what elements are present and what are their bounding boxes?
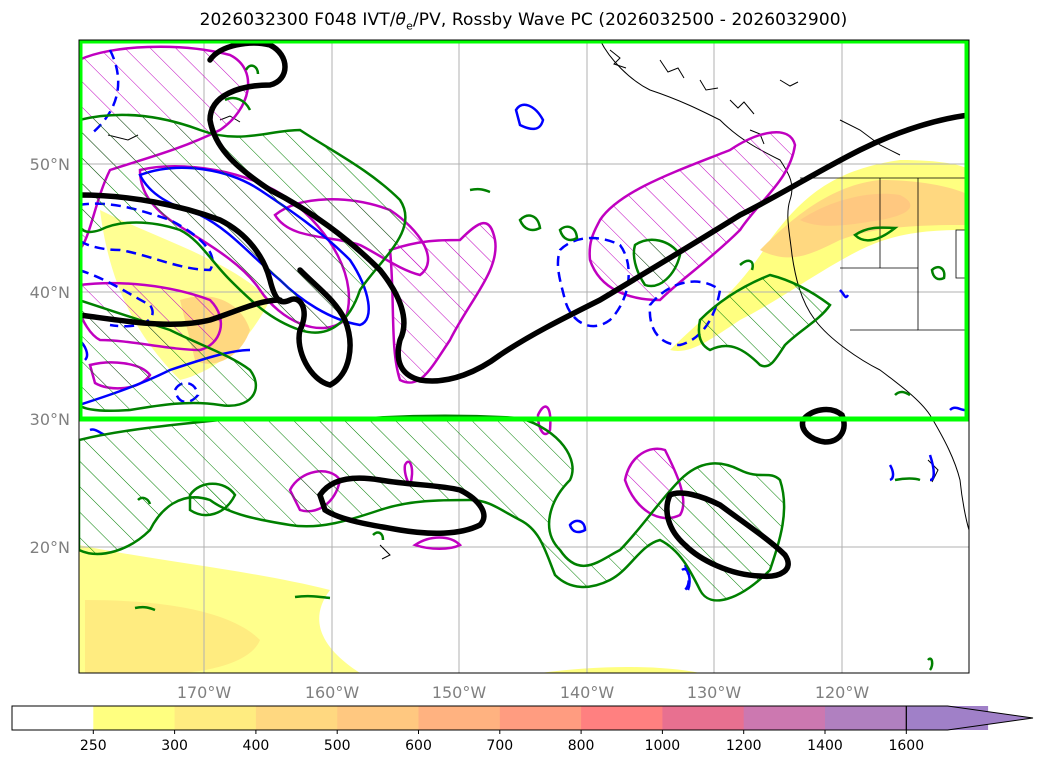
lat-axis: 50°N 40°N 30°N 20°N [30,155,70,557]
colorbar-segment [12,706,94,730]
lon-label-160w: 160°W [305,683,360,702]
lon-label-120w: 120°W [815,683,870,702]
lat-label-40: 40°N [30,283,70,302]
lat-label-50: 50°N [30,155,70,174]
colorbar-segment [499,706,582,730]
plot-frame [78,39,970,674]
lon-label-130w: 130°W [687,683,742,702]
colorbar-tick-label: 1400 [807,738,843,754]
colorbar-segment [93,706,176,730]
colorbar-tick-label: 250 [80,738,107,754]
colorbar-tick-label: 500 [324,738,351,754]
lon-label-150w: 150°W [432,683,487,702]
map-plot-area [79,40,969,673]
lon-label-140w: 140°W [560,683,615,702]
colorbar-tick-label: 300 [161,738,188,754]
colorbar-tick-label: 1000 [645,738,681,754]
colorbar-tick-label: 1600 [888,738,924,754]
lon-axis: 170°W 160°W 150°W 140°W 130°W 120°W [177,683,870,702]
colorbar-segment [337,706,419,730]
colorbar-segment [255,706,338,730]
colorbar-segment [743,706,826,730]
coastlines [107,40,969,560]
lat-label-30: 30°N [30,410,70,429]
colorbar-outline [11,705,907,731]
theta-positive-contours [79,113,832,602]
colorbar-tick-label: 400 [243,738,270,754]
colorbar-segment [418,706,501,730]
colorbar-tick-label: 700 [486,738,513,754]
colorbar-segment [174,706,257,730]
colorbar-tick-label: 1200 [726,738,762,754]
lat-label-20: 20°N [30,538,70,557]
theta-positive-small [134,64,946,671]
lon-label-170w: 170°W [177,683,232,702]
ivt-colorbar: 250 300 400 500 600 700 800 1000 1200 1400 1600 [11,705,1034,754]
pv-contours [79,40,969,580]
colorbar-segment [825,706,907,730]
colorbar-tick-label: 600 [405,738,432,754]
colorbar-segment [581,706,663,730]
colorbar-extend-arrow [905,705,1034,731]
colorbar-tick-label: 800 [568,738,595,754]
rossby-region-box [79,40,969,422]
borders [800,177,969,331]
map-title: 2026032300 F048 IVT/θe/PV, Rossby Wave P… [199,10,848,33]
colorbar-segment [662,706,745,730]
